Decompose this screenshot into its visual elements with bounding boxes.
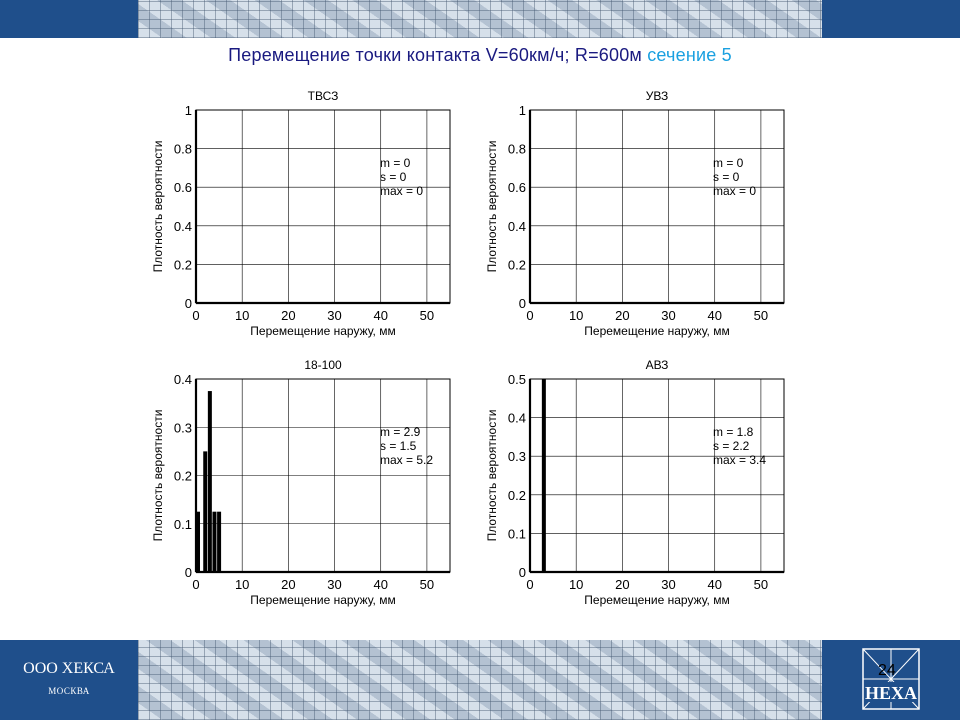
- x-tick-label: 10: [235, 577, 249, 592]
- y-axis-label: Плотность вероятности: [151, 141, 165, 273]
- y-tick-label: 0.6: [508, 180, 526, 195]
- y-tick-label: 0.5: [508, 372, 526, 387]
- axes-frame: [195, 109, 451, 304]
- top-banner: [0, 0, 960, 38]
- y-tick-label: 0.2: [508, 257, 526, 272]
- x-axis-label: Перемещение наружу, мм: [584, 324, 729, 338]
- chart-1: 0 10 20 30 40 50 0 0.2 0.4 0.6 0.8 1 ТВСЗ Перемещение…: [151, 89, 451, 338]
- y-tick-label: 0: [519, 565, 526, 580]
- stats-annotation: s = 0: [380, 170, 407, 184]
- x-tick-label: 20: [615, 577, 629, 592]
- stats-annotation: m = 2.9: [380, 425, 421, 439]
- histogram-bar: [212, 511, 217, 572]
- y-tick-label: 0.4: [174, 372, 192, 387]
- slide-title-section: сечение 5: [647, 45, 732, 65]
- company-city: МОСКВА: [48, 686, 90, 696]
- x-tick-label: 50: [420, 308, 434, 323]
- y-tick-label: 0.6: [174, 180, 192, 195]
- chart-title: АВЗ: [646, 358, 669, 372]
- x-tick-label: 20: [281, 308, 295, 323]
- histogram-bar: [541, 379, 546, 572]
- hexa-logo: HEXA: [862, 648, 920, 710]
- y-tick-label: 0: [185, 565, 192, 580]
- y-tick-label: 0.8: [174, 142, 192, 157]
- stats-annotation: max = 5.2: [380, 453, 433, 467]
- x-tick-label: 50: [754, 308, 768, 323]
- y-tick-label: 0.2: [174, 257, 192, 272]
- y-axis-label: Плотность вероятности: [151, 410, 165, 542]
- chart-title: ТВСЗ: [308, 89, 339, 103]
- x-tick-label: 30: [661, 308, 675, 323]
- x-tick-label: 10: [569, 308, 583, 323]
- x-tick-label: 50: [420, 577, 434, 592]
- chart-3: 0 10 20 30 40 50 0 0.1 0.2 0.3 0.4 18-100 Перемещени…: [151, 358, 451, 607]
- x-tick-label: 0: [192, 308, 199, 323]
- y-tick-label: 0.3: [508, 449, 526, 464]
- chart-title: УВЗ: [646, 89, 668, 103]
- y-tick-label: 0.4: [174, 219, 192, 234]
- chart-4: 0 10 20 30 40 50 0 0.1 0.2 0.3 0.4 0.5 АВЗ Перемещени…: [485, 358, 785, 607]
- stats-annotation: m = 0: [713, 156, 744, 170]
- stats-annotation: s = 1.5: [380, 439, 417, 453]
- x-tick-label: 30: [327, 577, 341, 592]
- y-axis-label: Плотность вероятности: [485, 410, 499, 542]
- logo-text: HEXA: [865, 683, 917, 703]
- axes-frame: [529, 378, 785, 573]
- stats-annotation: max = 0: [380, 184, 423, 198]
- y-tick-label: 1: [519, 103, 526, 118]
- bottom-banner: [0, 640, 960, 720]
- y-tick-label: 0.2: [508, 488, 526, 503]
- y-tick-label: 0.1: [174, 517, 192, 532]
- charts-panel: 0 10 20 30 40 5000.20.40.60.81ТВСЗПеремещение…: [151, 89, 785, 607]
- x-tick-label: 40: [373, 308, 387, 323]
- x-tick-label: 0: [526, 308, 533, 323]
- x-tick-label: 30: [661, 577, 675, 592]
- slide-title: Перемещение точки контакта V=60км/ч; R=6…: [0, 45, 960, 66]
- chart-title: 18-100: [304, 358, 342, 372]
- x-axis-label: Перемещение наружу, мм: [250, 324, 395, 338]
- x-tick-label: 50: [754, 577, 768, 592]
- y-tick-label: 0.8: [508, 142, 526, 157]
- x-tick-label: 0: [192, 577, 199, 592]
- x-tick-label: 40: [707, 308, 721, 323]
- stats-annotation: m = 1.8: [713, 425, 754, 439]
- y-tick-label: 0.3: [174, 420, 192, 435]
- x-tick-label: 30: [327, 308, 341, 323]
- stats-annotation: max = 3.4: [713, 453, 766, 467]
- company-name: ООО ХЕКСА: [23, 660, 115, 677]
- y-tick-label: 0.2: [174, 469, 192, 484]
- mesh-image-bottom: [138, 640, 822, 720]
- x-axis-label: Перемещение наружу, мм: [250, 593, 395, 607]
- histogram-bar: [217, 511, 222, 572]
- y-tick-label: 1: [185, 103, 192, 118]
- x-tick-label: 40: [707, 577, 721, 592]
- x-tick-label: 40: [373, 577, 387, 592]
- y-tick-label: 0: [185, 296, 192, 311]
- histogram-bar: [207, 391, 212, 572]
- axes-frame: [529, 109, 785, 304]
- slide-title-main: Перемещение точки контакта V=60км/ч; R=6…: [228, 45, 643, 65]
- mesh-image-top: [138, 0, 822, 38]
- stats-annotation: s = 2.2: [713, 439, 750, 453]
- histogram-bar: [196, 511, 200, 572]
- y-tick-label: 0.4: [508, 411, 526, 426]
- x-tick-label: 20: [615, 308, 629, 323]
- stats-annotation: s = 0: [713, 170, 740, 184]
- x-axis-label: Перемещение наружу, мм: [584, 593, 729, 607]
- stats-annotation: max = 0: [713, 184, 756, 198]
- y-axis-label: Плотность вероятности: [485, 141, 499, 273]
- x-tick-label: 10: [235, 308, 249, 323]
- x-tick-label: 10: [569, 577, 583, 592]
- histogram-bar: [203, 451, 208, 572]
- y-tick-label: 0: [519, 296, 526, 311]
- x-tick-label: 0: [526, 577, 533, 592]
- y-tick-label: 0.4: [508, 219, 526, 234]
- page-number: 24: [878, 662, 896, 679]
- y-tick-label: 0.1: [508, 526, 526, 541]
- stats-annotation: m = 0: [380, 156, 411, 170]
- x-tick-label: 20: [281, 577, 295, 592]
- chart-2: 0 10 20 30 40 50 0 0.2 0.4 0.6 0.8 1 УВЗ Перемещение …: [485, 89, 785, 338]
